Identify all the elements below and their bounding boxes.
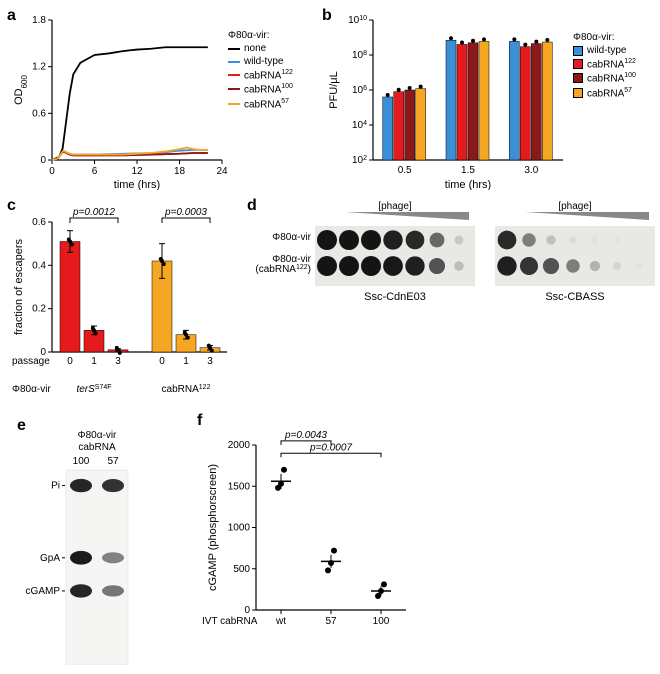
- panel-b-label: b: [322, 7, 332, 25]
- svg-text:time (hrs): time (hrs): [114, 179, 160, 190]
- legend-item: cabRNA100: [228, 83, 293, 95]
- svg-text:passage: passage: [12, 356, 50, 367]
- svg-text:3: 3: [115, 356, 121, 367]
- svg-text:0.5: 0.5: [398, 165, 412, 176]
- svg-text:IVT cabRNA: IVT cabRNA: [202, 616, 258, 627]
- svg-text:Φ80α-vir: Φ80α-vir: [272, 232, 311, 243]
- legend-item: cabRNA100: [573, 72, 636, 84]
- svg-text:0.4: 0.4: [32, 260, 46, 271]
- svg-text:57: 57: [325, 616, 337, 627]
- svg-text:1010: 1010: [348, 15, 367, 27]
- svg-text:terSS74F: terSS74F: [76, 384, 111, 396]
- svg-text:1: 1: [91, 356, 97, 367]
- svg-text:p=0.0003: p=0.0003: [164, 207, 207, 218]
- svg-text:p=0.0043: p=0.0043: [284, 430, 327, 441]
- panel-f: f 0500100015002000wt57100p=0.0007p=0.004…: [200, 415, 430, 665]
- panel-d: d [phage] Ssc-CdnE03 [phage] Ssc-CBASS Φ80α-…: [250, 200, 655, 370]
- panel-d-plates: [phage] Ssc-CdnE03 [phage] Ssc-CBASS Φ80α-vi…: [250, 200, 655, 370]
- panel-f-chart: 0500100015002000wt57100p=0.0007p=0.0043c…: [200, 415, 430, 665]
- svg-text:Φ80α-vir: Φ80α-vir: [78, 430, 117, 441]
- svg-text:18: 18: [174, 166, 186, 177]
- svg-text:Φ80α-vir: Φ80α-vir: [12, 384, 51, 395]
- svg-text:12: 12: [131, 166, 143, 177]
- svg-text:500: 500: [233, 564, 250, 575]
- legend-item: cabRNA57: [573, 87, 636, 99]
- panel-e-gel: Φ80α-vircabRNA 100 57 Pi GpA cGAMP: [20, 420, 180, 665]
- svg-text:106: 106: [352, 85, 367, 97]
- svg-text:cabRNA: cabRNA: [78, 442, 116, 453]
- panel-e-label: e: [17, 417, 26, 435]
- svg-text:1000: 1000: [228, 523, 251, 534]
- svg-text:Ssc-CBASS: Ssc-CBASS: [545, 291, 604, 303]
- svg-text:OD600: OD600: [13, 75, 29, 105]
- panel-f-label: f: [197, 412, 202, 430]
- legend-item: cabRNA122: [228, 69, 293, 81]
- svg-text:(cabRNA122): (cabRNA122): [255, 264, 311, 276]
- legend-item: wild-type: [573, 45, 636, 56]
- svg-text:1: 1: [183, 356, 189, 367]
- svg-text:0.6: 0.6: [32, 108, 46, 119]
- panel-c-label: c: [7, 197, 16, 215]
- panel-a-label: a: [7, 7, 16, 25]
- panel-c-chart: 00.20.40.6p=0.0012013terSS74Fp=0.0003013…: [10, 200, 240, 410]
- svg-text:100: 100: [73, 456, 90, 467]
- svg-text:102: 102: [352, 155, 367, 167]
- svg-text:57: 57: [107, 456, 119, 467]
- svg-text:104: 104: [352, 120, 367, 132]
- svg-text:0: 0: [67, 356, 73, 367]
- svg-text:1.2: 1.2: [32, 62, 46, 73]
- svg-text:100: 100: [373, 616, 390, 627]
- svg-text:0: 0: [244, 605, 250, 616]
- svg-text:1.5: 1.5: [461, 165, 475, 176]
- svg-text:2000: 2000: [228, 440, 251, 451]
- svg-text:PFU/μL: PFU/μL: [328, 71, 340, 109]
- legend-item: wild-type: [228, 56, 293, 67]
- svg-text:[phage]: [phage]: [378, 201, 412, 212]
- svg-text:cGAMP: cGAMP: [26, 586, 61, 597]
- svg-text:fraction of escapers: fraction of escapers: [13, 239, 25, 335]
- svg-text:Ssc-CdnE03: Ssc-CdnE03: [364, 291, 426, 303]
- svg-text:3.0: 3.0: [524, 165, 538, 176]
- panel-b: b 102 104 106 108 1010 0.5 1.5 3.0 PFU/μL time (h…: [325, 10, 655, 190]
- svg-text:0: 0: [159, 356, 165, 367]
- svg-text:cGAMP (phosphorscreen): cGAMP (phosphorscreen): [207, 464, 219, 591]
- svg-text:p=0.0012: p=0.0012: [72, 207, 115, 218]
- svg-text:Pi: Pi: [51, 481, 60, 492]
- panel-a-legend: Φ80α-vir: nonewild-typecabRNA122cabRNA10…: [228, 30, 293, 112]
- legend-item: cabRNA122: [573, 58, 636, 70]
- svg-text:0: 0: [40, 155, 46, 166]
- svg-text:108: 108: [352, 50, 367, 62]
- svg-text:wt: wt: [275, 616, 286, 627]
- svg-text:0.2: 0.2: [32, 304, 46, 315]
- svg-text:0: 0: [49, 166, 55, 177]
- panel-d-label: d: [247, 197, 257, 215]
- panel-e: e Φ80α-vircabRNA 100 57 Pi GpA cGAMP: [20, 420, 180, 665]
- svg-text:GpA: GpA: [40, 553, 60, 564]
- svg-text:0.6: 0.6: [32, 217, 46, 228]
- svg-text:24: 24: [216, 166, 228, 177]
- svg-text:6: 6: [92, 166, 98, 177]
- svg-text:[phage]: [phage]: [558, 201, 592, 212]
- panel-c: c 00.20.40.6p=0.0012013terSS74Fp=0.00030…: [10, 200, 240, 410]
- svg-text:1.8: 1.8: [32, 15, 46, 26]
- panel-a: a 0612182400.61.21.8OD600time (hrs) Φ80α…: [10, 10, 310, 190]
- svg-text:time (hrs): time (hrs): [445, 179, 491, 190]
- svg-text:1500: 1500: [228, 481, 251, 492]
- legend-item: none: [228, 43, 293, 54]
- panel-b-legend: Φ80α-vir: wild-typecabRNA122cabRNA100cab…: [573, 32, 636, 101]
- svg-text:cabRNA122: cabRNA122: [162, 384, 211, 396]
- svg-text:3: 3: [207, 356, 213, 367]
- legend-item: cabRNA57: [228, 98, 293, 110]
